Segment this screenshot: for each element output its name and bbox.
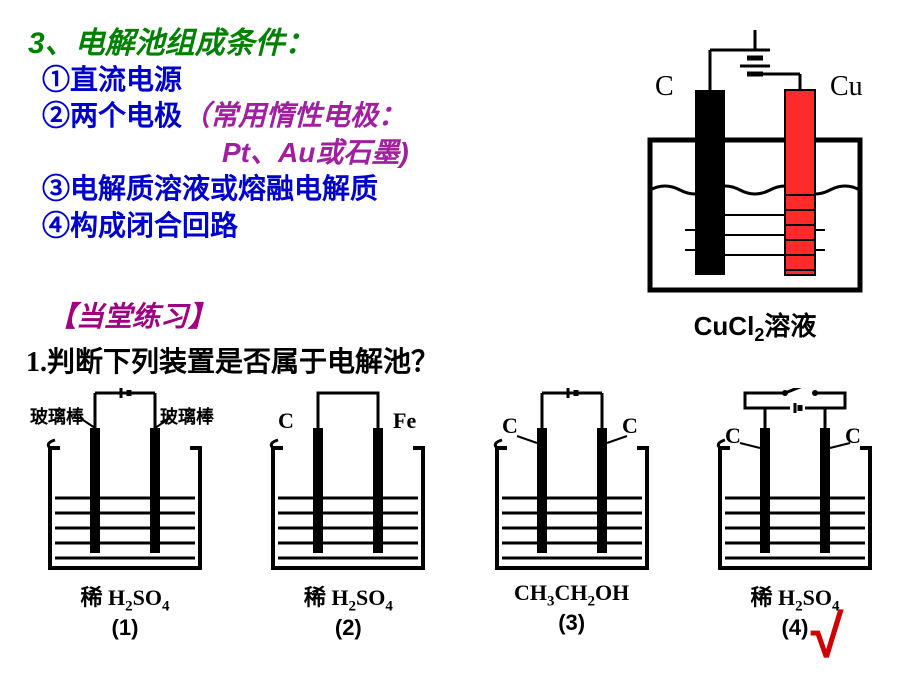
svg-text:C: C [278,408,294,433]
right-electrode-label: Cu [830,71,863,102]
solution-1: 稀 H2SO4 [20,580,230,615]
practice-heading: 【当堂练习】 [48,295,216,335]
svg-text:C: C [725,423,741,448]
svg-text:玻璃棒: 玻璃棒 [160,406,215,427]
solution-4: 稀 H2SO4 [690,580,900,615]
condition-2-paren: （常用惰性电极： [182,100,406,131]
cell-num-2: (2) [243,615,453,641]
apparatus-1: 玻璃棒 玻璃棒 稀 H2SO4 (1) [20,388,230,641]
checkmark-icon: √ [807,602,840,671]
cell-num-1: (1) [20,615,230,641]
svg-text:玻璃棒: 玻璃棒 [30,406,85,427]
svg-text:Fe: Fe [393,408,416,433]
svg-text:C: C [502,413,518,438]
exercise-row: 玻璃棒 玻璃棒 稀 H2SO4 (1) C [20,388,900,641]
conditions-block: ①直流电源 ②两个电极（常用惰性电极： Pt、Au或石墨) ③电解质溶液或熔融电… [42,62,409,244]
caption-suffix: 溶液 [764,311,816,341]
apparatus-3: C C CH3CH2OH (3) [467,388,677,641]
main-diagram-svg: C Cu [620,30,890,300]
left-electrode-label: C [655,71,674,102]
question-text: 1.判断下列装置是否属于电解池？ [26,340,439,380]
condition-2-sub: Pt、Au或石墨) [222,135,409,171]
solution-3: CH3CH2OH [467,580,677,610]
condition-4: ④构成闭合回路 [42,208,409,244]
svg-text:C: C [622,413,638,438]
section-title: 3、电解池组成条件： [28,18,315,62]
caption-prefix: CuCl [694,311,755,341]
caption-sub: 2 [754,325,764,345]
solution-2: 稀 H2SO4 [243,580,453,615]
cell-num-4: (4) [690,615,900,641]
condition-3: ③电解质溶液或熔融电解质 [42,171,409,207]
apparatus-4: C C 稀 H2SO4 (4) √ [690,388,900,641]
cell-num-3: (3) [467,610,677,636]
condition-2-main: ②两个电极 [42,100,182,131]
condition-1: ①直流电源 [42,62,409,98]
main-electrolysis-diagram: C Cu CuCl2溶液 [620,30,890,346]
apparatus-2: C Fe 稀 H2SO4 (2) [243,388,453,641]
main-diagram-caption: CuCl2溶液 [620,306,890,346]
condition-2: ②两个电极（常用惰性电极： [42,98,409,134]
